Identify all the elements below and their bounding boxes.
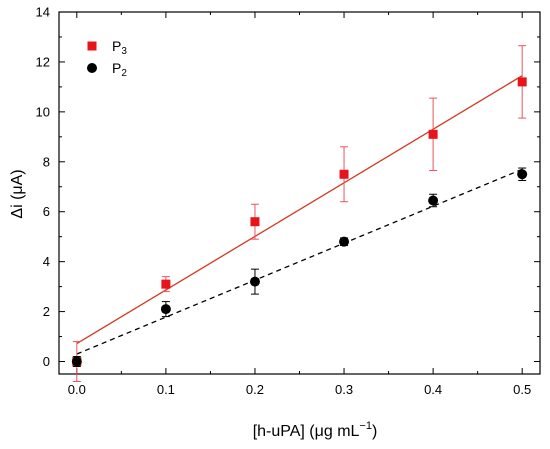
x-tick-label: 0.0 [68, 382, 86, 397]
y-axis-title: Δi (μA) [9, 169, 26, 218]
y-tick-label: 2 [43, 304, 50, 319]
x-tick-label: 0.5 [513, 382, 531, 397]
y-tick-label: 14 [36, 5, 50, 20]
y-tick-label: 6 [43, 204, 50, 219]
fit-lines [76, 75, 523, 355]
series-p3-point [517, 77, 527, 87]
series-p2-point [428, 195, 439, 206]
x-tick-label: 0.3 [335, 382, 353, 397]
legend-p2-label: P2 [112, 60, 127, 79]
plot-border [58, 11, 541, 375]
x-tick-label: 0.4 [424, 382, 442, 397]
legend-p2-marker [87, 63, 97, 73]
series-p3-point [161, 279, 171, 289]
x-axis-title: [h-uPA] (μg mL−1) [253, 420, 378, 440]
series-p2-point [249, 276, 260, 287]
series-p2-point [517, 169, 528, 180]
y-tick-label: 8 [43, 154, 50, 169]
x-tick-label: 0.2 [246, 382, 264, 397]
series-p2-point [339, 236, 350, 247]
y-tick-label: 0 [43, 354, 50, 369]
series-p3-point [339, 169, 349, 179]
y-tick-label: 4 [43, 254, 50, 269]
legend-p3-marker [87, 41, 97, 51]
error-bars [72, 45, 527, 382]
x-tick-label: 0.1 [157, 382, 175, 397]
series-p2-point [160, 304, 171, 315]
series-p2-point [71, 356, 82, 367]
legend-p3-label: P3 [112, 38, 127, 57]
series-p3-fit-line [76, 75, 523, 345]
plot-frame [58, 11, 541, 375]
y-tick-label: 12 [36, 54, 50, 69]
series-p2-fit-line [76, 168, 523, 355]
data-points [71, 77, 528, 367]
y-axis-ticks: 0 2 4 6 8 10 12 14 [36, 5, 540, 369]
y-tick-label: 10 [36, 104, 50, 119]
series-p3-point [428, 129, 438, 139]
series-p3-point [250, 217, 260, 227]
x-axis-ticks: 0.0 0.1 0.2 0.3 0.4 0.5 [68, 12, 531, 397]
